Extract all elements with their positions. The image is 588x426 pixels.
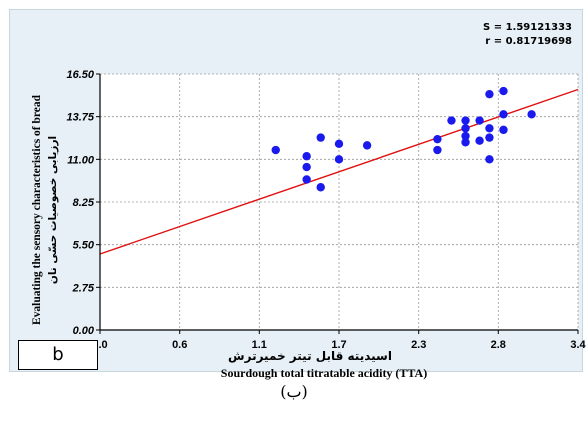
x-tick-label: 0.6 — [172, 339, 187, 351]
data-point — [302, 162, 311, 172]
data-point — [485, 89, 494, 99]
data-point — [461, 116, 470, 125]
data-point — [461, 138, 470, 147]
y-tick-label: 8.25 — [73, 197, 95, 209]
x-tick-label: 3.4 — [570, 339, 586, 351]
data-point — [271, 145, 280, 155]
data-point — [461, 131, 470, 141]
data-point — [499, 125, 508, 135]
data-point — [485, 124, 494, 133]
y-axis-label-en: Evaluating the sensory characteristics o… — [31, 94, 43, 325]
data-point — [475, 116, 484, 125]
stat-s: S = 1.59121333 — [483, 22, 572, 33]
x-tick-label: 2.8 — [491, 339, 506, 351]
data-point — [302, 152, 311, 161]
stat-r: r = 0.81719698 — [485, 36, 572, 47]
data-point — [527, 110, 536, 119]
figure-caption: (ب) — [280, 382, 308, 401]
x-axis-label-fa: اسیدیته قابل تیتر خمیرترش — [228, 349, 392, 363]
x-tick-label: 2.3 — [411, 339, 426, 351]
y-tick-label: 5.50 — [73, 240, 95, 252]
regression-line — [99, 88, 579, 255]
x-tick-label: 1.1 — [252, 339, 267, 351]
y-tick-label: 2.75 — [72, 282, 95, 294]
data-point — [316, 133, 325, 142]
y-tick-label: 16.50 — [66, 69, 94, 81]
y-tick-label: 13.75 — [66, 112, 94, 124]
data-point — [302, 175, 311, 184]
data-point — [499, 110, 508, 119]
data-point — [316, 183, 325, 192]
data-point — [499, 86, 508, 96]
y-tick-label: 11.00 — [67, 154, 95, 166]
data-point — [334, 155, 344, 164]
x-axis-label-en: Sourdough total titratable acidity (TTA) — [221, 366, 427, 380]
data-point — [475, 136, 484, 145]
y-tick-label: 0.00 — [73, 325, 95, 337]
regression-stats: S = 1.59121333 r = 0.81719698 — [483, 21, 572, 49]
y-axis-label-fa: ارزیابی خصوصیات حسّی نان — [47, 136, 59, 284]
data-point — [433, 134, 442, 144]
data-point — [485, 155, 494, 164]
panel-label: b — [18, 340, 98, 370]
x-tick-label: 1.7 — [331, 339, 346, 351]
data-point — [447, 116, 456, 125]
data-point — [362, 141, 372, 150]
data-point — [433, 145, 442, 155]
data-point — [461, 124, 470, 133]
data-point — [485, 133, 494, 142]
data-point — [334, 139, 344, 149]
